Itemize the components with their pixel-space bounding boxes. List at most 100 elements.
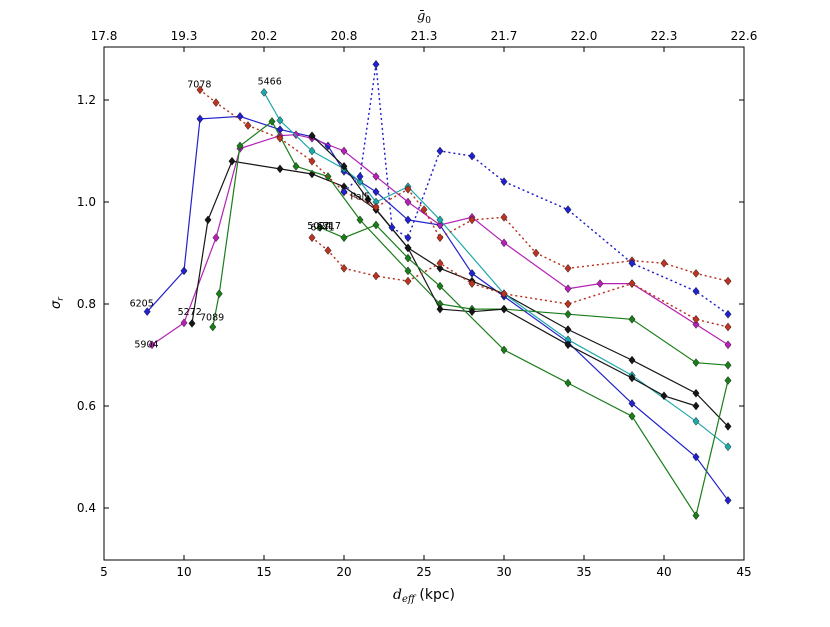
x-tick-label: 25	[416, 565, 431, 579]
y-tick-label: 1.2	[77, 93, 96, 107]
diamond-marker	[436, 233, 444, 243]
diamond-marker	[372, 202, 380, 212]
diamond-marker	[500, 289, 508, 299]
diamond-marker	[628, 355, 636, 365]
diamond-marker	[628, 314, 636, 324]
diamond-marker	[372, 60, 380, 69]
diamond-marker	[500, 238, 508, 248]
top-tick-label: 20.2	[251, 29, 278, 43]
diamond-marker	[388, 223, 396, 232]
diamond-marker	[148, 340, 156, 350]
diamond-marker	[436, 146, 444, 156]
series-line	[311, 236, 729, 328]
diamond-marker	[404, 197, 412, 207]
diamond-marker	[564, 325, 572, 334]
series-Pal5	[308, 131, 700, 411]
diamond-marker	[564, 205, 572, 214]
top-tick-label: 21.7	[491, 29, 518, 43]
diamond-marker	[340, 187, 348, 197]
diamond-marker	[564, 284, 572, 294]
series-red-dotted-b	[308, 233, 732, 332]
diamond-marker	[692, 511, 700, 520]
y-tick-label: 0.4	[77, 501, 96, 515]
top-axis-label: ḡ0	[417, 9, 431, 26]
diamond-marker	[236, 141, 244, 151]
diamond-marker	[308, 146, 316, 156]
x-axis-label: deff (kpc)	[393, 587, 455, 605]
diamond-marker	[468, 215, 476, 225]
diamond-marker	[564, 340, 572, 350]
annotation-5466: 5466	[258, 77, 282, 88]
x-tick-label: 15	[256, 565, 271, 579]
series-line	[151, 134, 729, 346]
diamond-marker	[500, 177, 508, 186]
diamond-marker	[724, 340, 732, 350]
diamond-marker	[404, 266, 412, 276]
diamond-marker	[212, 233, 220, 243]
diamond-marker	[436, 263, 444, 273]
diamond-marker	[532, 248, 540, 258]
series-green-b	[316, 220, 732, 520]
x-tick-label: 45	[736, 565, 751, 579]
annotation-7089: 7089	[200, 312, 224, 323]
diamond-marker	[404, 184, 412, 194]
top-tick-label: 22.3	[651, 29, 678, 43]
diamond-marker	[724, 422, 732, 431]
diamond-marker	[692, 401, 700, 411]
annotation-7078: 7078	[187, 79, 211, 90]
diamond-marker	[692, 358, 700, 367]
diamond-marker	[468, 151, 476, 161]
diamond-marker	[209, 322, 217, 332]
y-axis-label: σr	[49, 296, 66, 309]
diamond-marker	[564, 378, 572, 388]
diamond-marker	[196, 85, 204, 95]
diamond-marker	[500, 212, 508, 222]
diamond-marker	[196, 114, 204, 124]
diamond-marker	[180, 266, 188, 276]
diamond-marker	[356, 177, 364, 186]
x-tick-label: 30	[496, 565, 511, 579]
diamond-marker	[372, 172, 380, 181]
diamond-marker	[596, 279, 604, 288]
diamond-marker	[564, 309, 572, 319]
diamond-marker	[468, 307, 476, 316]
annotation-Pal5: Pal5	[350, 191, 370, 202]
diamond-marker	[340, 146, 348, 156]
top-tick-label: 17.8	[91, 29, 118, 43]
top-tick-label: 20.8	[331, 29, 358, 43]
diamond-marker	[372, 220, 380, 230]
diamond-marker	[356, 215, 364, 225]
diamond-marker	[276, 116, 284, 125]
diamond-marker	[228, 156, 236, 166]
annotation-6341: 6341	[310, 223, 334, 234]
diamond-marker	[372, 271, 380, 281]
diamond-marker	[724, 442, 732, 452]
diamond-marker	[420, 205, 428, 214]
diamond-marker	[692, 286, 700, 296]
diamond-marker	[692, 314, 700, 324]
series-blue-dotted	[340, 60, 732, 319]
x-tick-label: 35	[576, 565, 591, 579]
diamond-marker	[628, 411, 636, 421]
x-axis-ticks: 5 17.8 10 19.3 15 20.2 20 20.8 25 21.3 30 21.7 35 22.…	[91, 29, 758, 579]
diamond-marker	[260, 88, 268, 97]
diamond-marker	[324, 246, 332, 255]
diamond-marker	[724, 360, 732, 370]
x-tick-label: 5	[100, 565, 108, 579]
diamond-marker	[500, 304, 508, 314]
diamond-marker	[404, 215, 412, 225]
diamond-marker	[436, 304, 444, 314]
diamond-marker	[404, 253, 412, 263]
diamond-marker	[500, 345, 508, 355]
top-tick-label: 22.6	[731, 29, 758, 43]
diamond-marker	[628, 279, 636, 288]
diamond-marker	[268, 117, 276, 126]
diamond-marker	[308, 156, 316, 166]
diamond-marker	[628, 258, 636, 268]
diamond-marker	[628, 399, 636, 408]
diamond-marker	[340, 263, 348, 273]
diamond-marker	[564, 299, 572, 309]
